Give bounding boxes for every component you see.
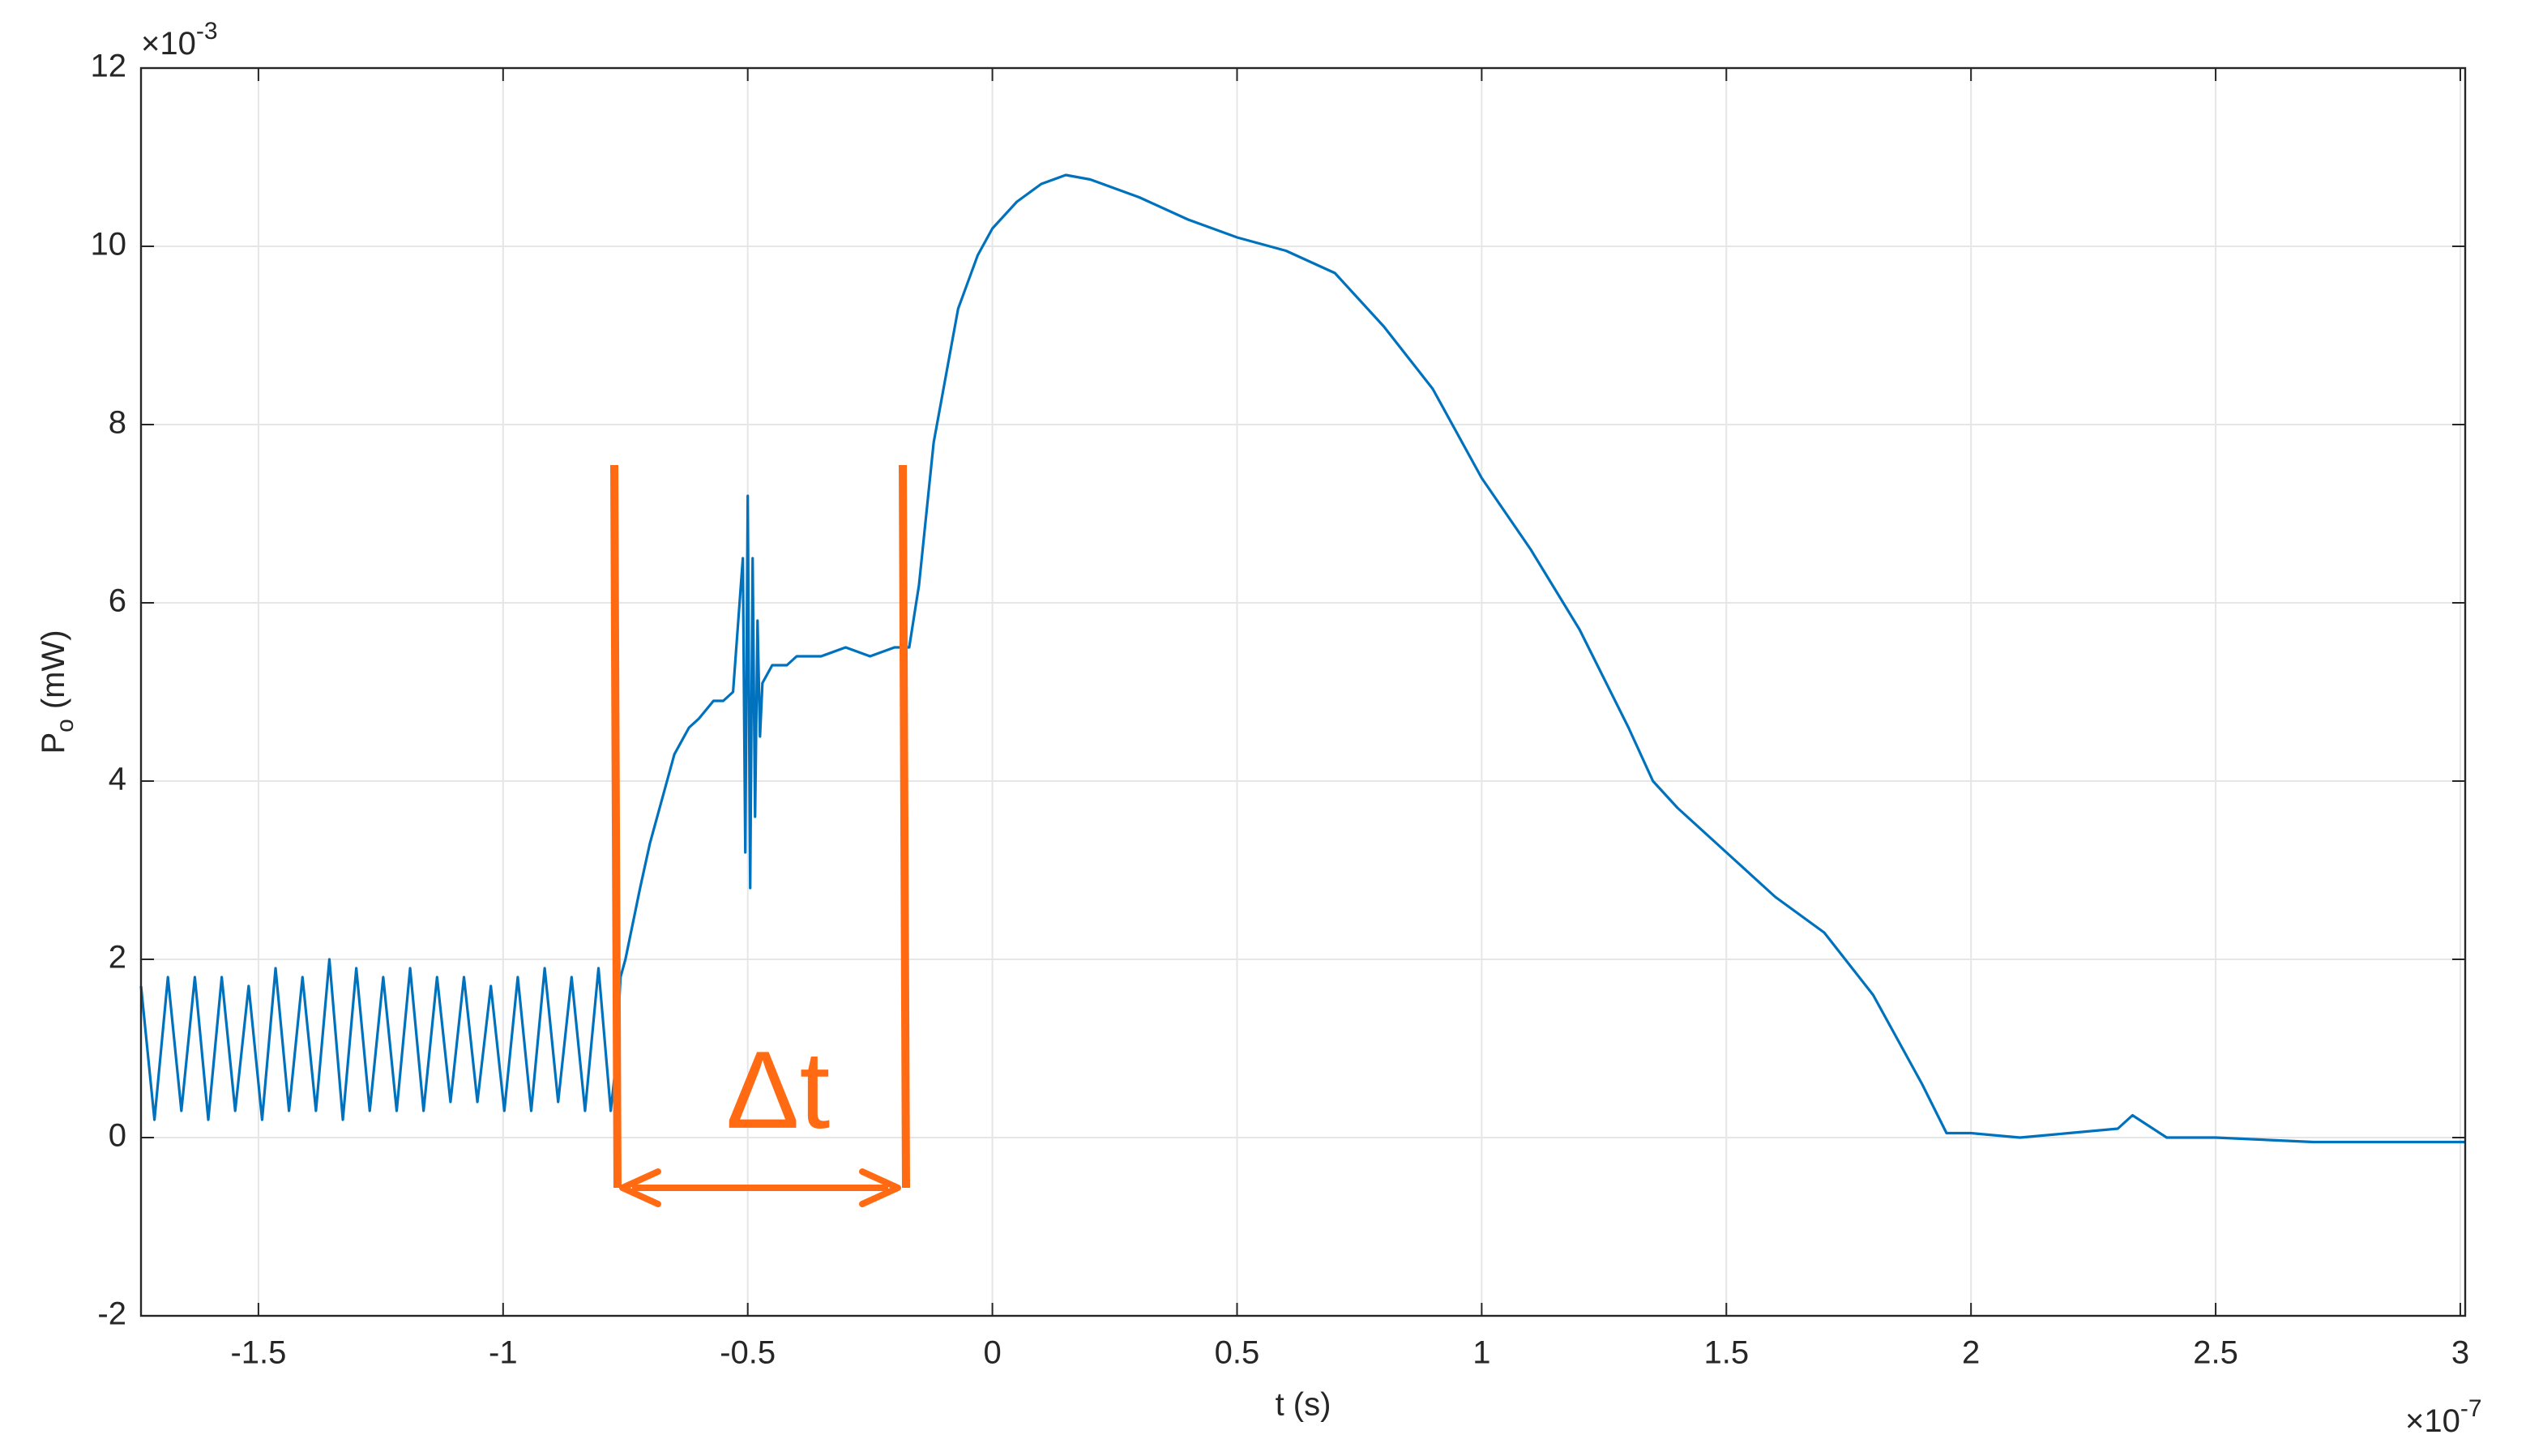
y-axis-label: Po (mW) xyxy=(36,630,79,754)
y-tick-label: 12 xyxy=(91,49,127,84)
x-exponent: ×10-7 xyxy=(2405,1395,2482,1439)
marker-line xyxy=(899,464,910,1189)
y-tick-label: 6 xyxy=(109,583,126,619)
annotation: Δt xyxy=(610,464,910,1207)
plot-area xyxy=(139,173,2465,1144)
y-tick-label: 2 xyxy=(109,940,126,976)
x-tick-label: -0.5 xyxy=(720,1335,776,1371)
y-axis-label-sub: o xyxy=(52,719,79,732)
annotation-label: Δt xyxy=(726,1028,831,1151)
y-tick-label: 10 xyxy=(91,227,127,263)
data-line xyxy=(139,173,2465,1144)
x-tick-label: 2 xyxy=(1962,1335,1980,1371)
y-exponent: ×10-3 xyxy=(141,18,218,62)
y-tick-label: -2 xyxy=(97,1296,126,1332)
y-axis-label-main: P xyxy=(36,732,71,754)
marker-line xyxy=(610,464,622,1189)
y-tick-label: 8 xyxy=(109,405,126,441)
x-axis-label: t (s) xyxy=(1276,1387,1331,1423)
y-tick-label: 4 xyxy=(109,762,126,797)
arrow-head xyxy=(619,1168,661,1207)
x-tick-label: 0.5 xyxy=(1215,1335,1260,1371)
axes-box xyxy=(139,66,2467,1317)
x-tick-label: 0 xyxy=(983,1335,1001,1371)
x-tick-label: -1 xyxy=(489,1335,518,1371)
x-tick-label: 1.5 xyxy=(1703,1335,1749,1371)
y-tick-label: 0 xyxy=(109,1118,126,1154)
x-tick-label: 1 xyxy=(1472,1335,1490,1371)
x-tick-label: 2.5 xyxy=(2193,1335,2238,1371)
x-exponent-base: ×10 xyxy=(2405,1403,2460,1439)
arrow-head xyxy=(859,1168,901,1207)
y-axis-label-unit: (mW) xyxy=(36,630,71,709)
x-exponent-power: -7 xyxy=(2460,1395,2482,1422)
y-exponent-power: -3 xyxy=(196,18,218,45)
y-exponent-base: ×10 xyxy=(141,26,196,62)
axes: -1.5 -1 -0.5 0 0.5 1 1.5 2 2.5 3 -2 0 2 4 6 8 10 12 t (s) P… xyxy=(36,18,2482,1439)
x-tick-label: -1.5 xyxy=(230,1335,286,1371)
x-tick-label: 3 xyxy=(2451,1335,2469,1371)
